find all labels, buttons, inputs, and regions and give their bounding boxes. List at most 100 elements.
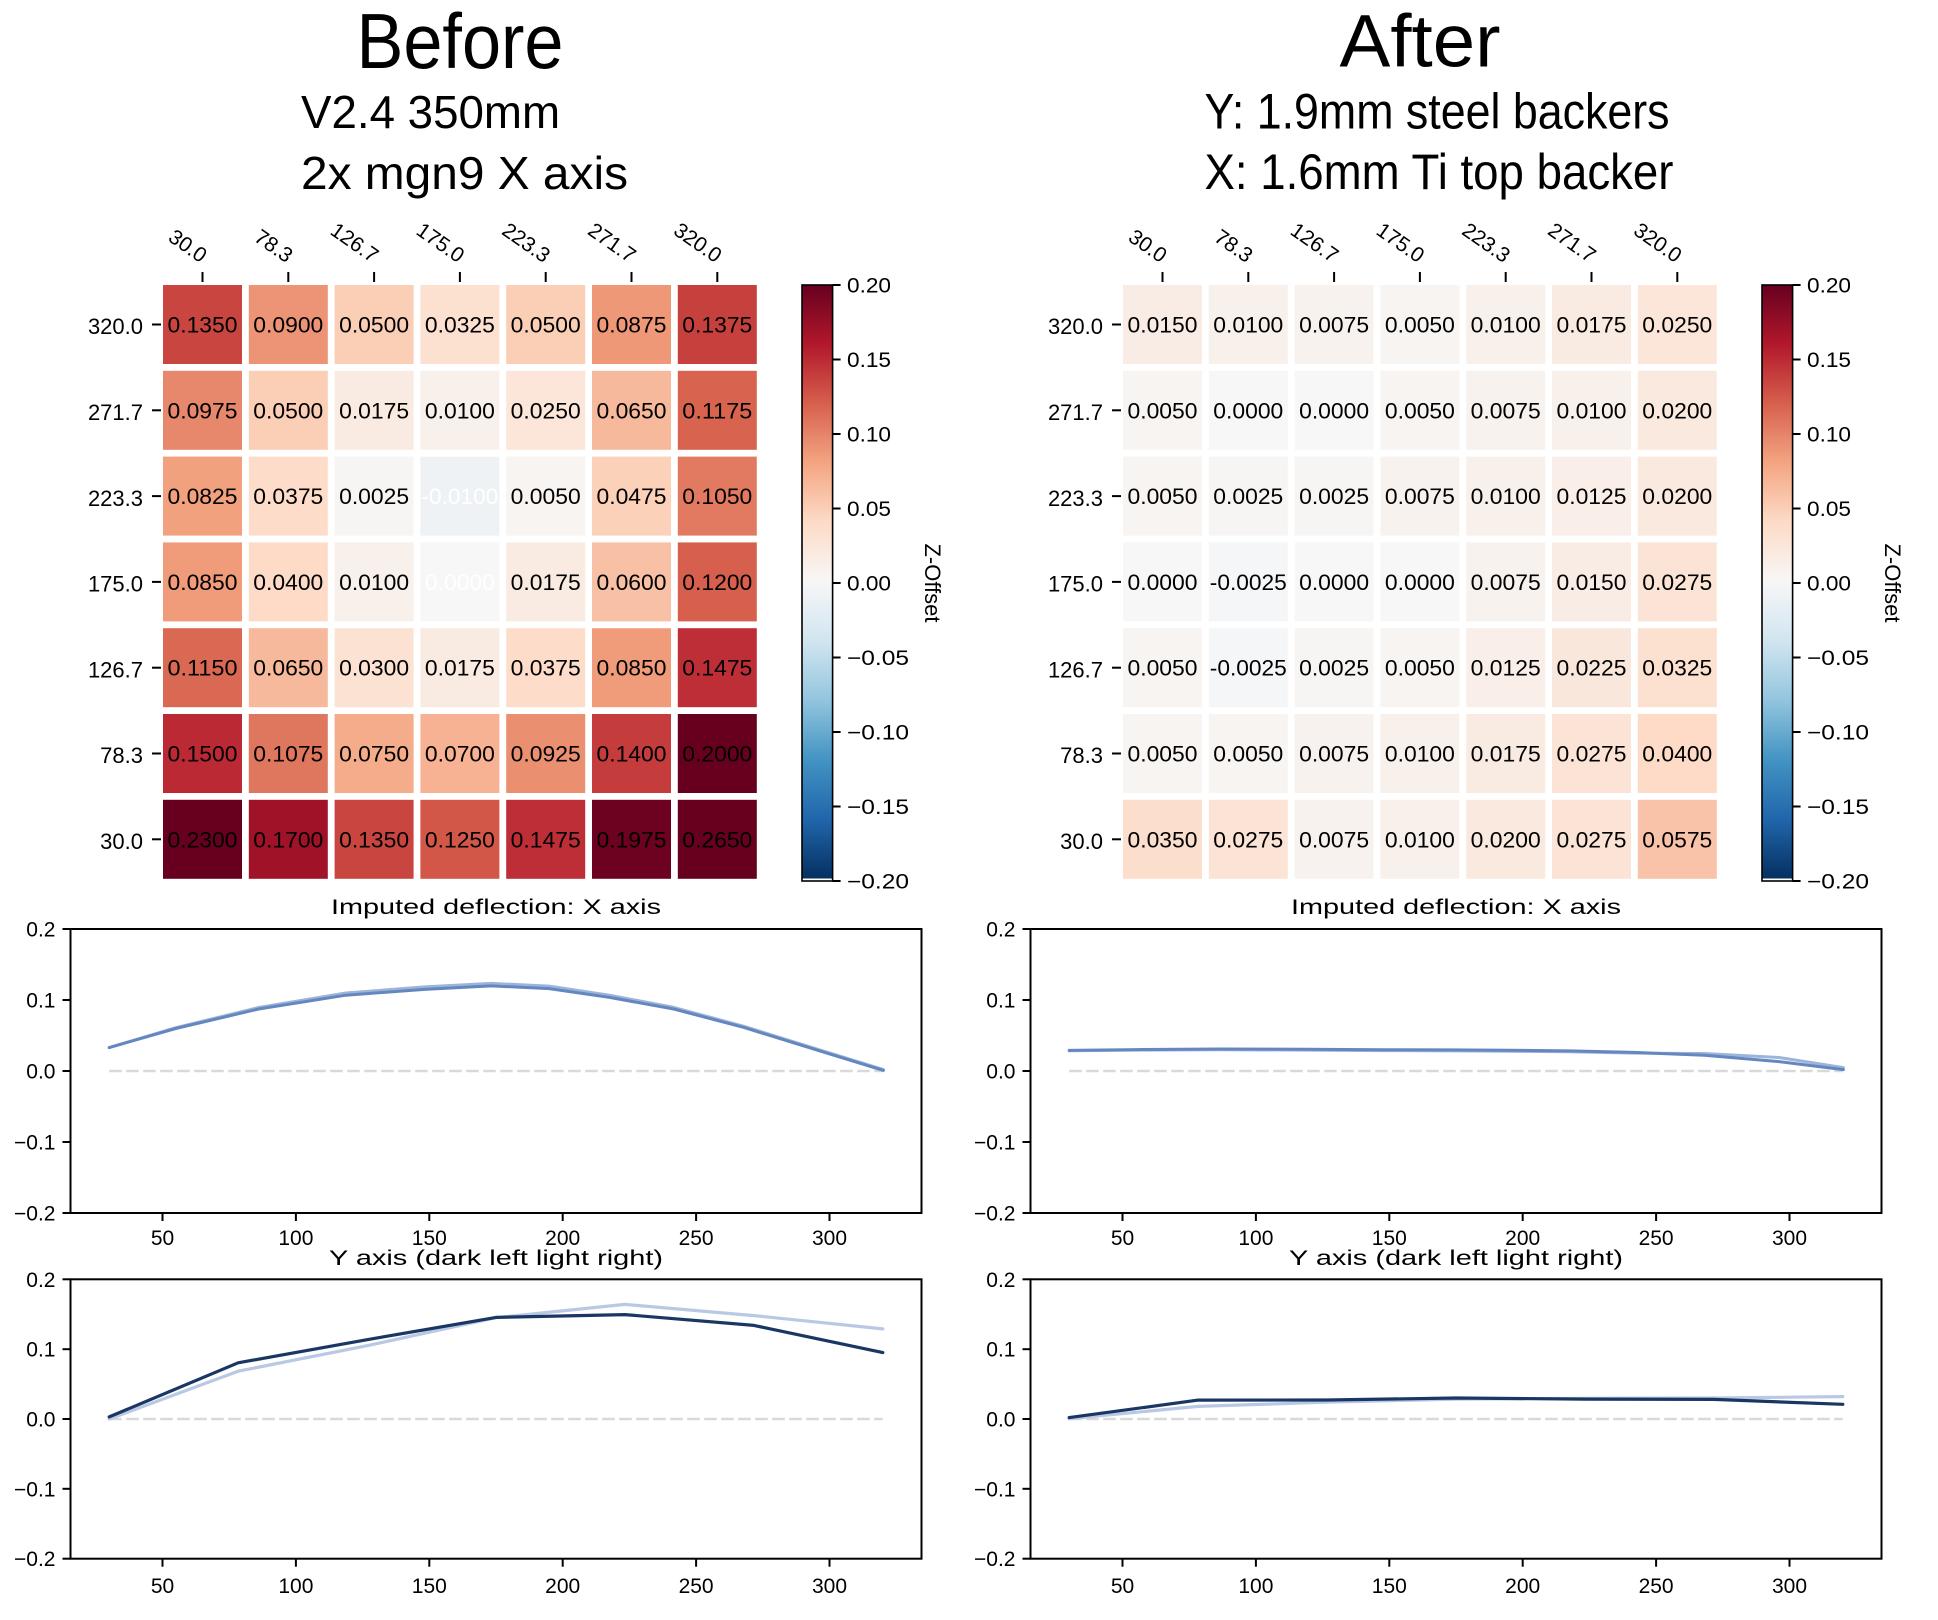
svg-text:0.0050: 0.0050: [1128, 398, 1198, 423]
svg-text:0.0600: 0.0600: [597, 570, 667, 595]
svg-text:0.0000: 0.0000: [1128, 570, 1198, 595]
svg-text:−0.20: −0.20: [1807, 871, 1869, 894]
svg-text:0.0075: 0.0075: [1385, 484, 1455, 509]
svg-text:−0.15: −0.15: [847, 796, 909, 819]
svg-text:0.0000: 0.0000: [1299, 570, 1369, 595]
svg-text:300: 300: [812, 1227, 847, 1250]
svg-text:0.0275: 0.0275: [1213, 827, 1283, 852]
svg-text:200: 200: [1505, 1227, 1540, 1250]
svg-text:0.0150: 0.0150: [1557, 570, 1627, 595]
svg-text:0.2: 0.2: [26, 1269, 55, 1292]
svg-text:200: 200: [545, 1227, 580, 1250]
svg-text:0.0: 0.0: [26, 1061, 55, 1084]
svg-text:0.0275: 0.0275: [1557, 742, 1627, 767]
svg-text:0.0700: 0.0700: [425, 742, 495, 767]
svg-text:0.1150: 0.1150: [168, 656, 238, 681]
svg-text:Before: Before: [357, 0, 564, 85]
svg-text:−0.10: −0.10: [1807, 722, 1869, 745]
svg-text:0.10: 0.10: [1807, 424, 1851, 447]
svg-text:0.0000: 0.0000: [1213, 398, 1283, 423]
svg-text:175.0: 175.0: [88, 572, 143, 597]
svg-text:250: 250: [1639, 1227, 1674, 1250]
svg-text:0.0650: 0.0650: [597, 398, 667, 423]
svg-text:150: 150: [412, 1575, 447, 1598]
svg-text:0.0050: 0.0050: [1213, 742, 1283, 767]
svg-text:Z-Offset: Z-Offset: [920, 543, 945, 622]
svg-text:0.0050: 0.0050: [1128, 742, 1198, 767]
svg-text:0.0125: 0.0125: [1557, 484, 1627, 509]
svg-text:0.0250: 0.0250: [511, 398, 581, 423]
svg-text:0.1: 0.1: [986, 1339, 1015, 1362]
svg-text:0.0050: 0.0050: [1128, 484, 1198, 509]
svg-text:0.0875: 0.0875: [597, 313, 667, 338]
svg-text:0.0325: 0.0325: [425, 313, 495, 338]
svg-text:0.0200: 0.0200: [1642, 398, 1712, 423]
svg-text:0.0175: 0.0175: [425, 656, 495, 681]
svg-text:0.20: 0.20: [847, 275, 891, 298]
svg-text:-0.0100: -0.0100: [421, 484, 498, 509]
svg-text:0.0400: 0.0400: [1642, 742, 1712, 767]
svg-text:50: 50: [151, 1575, 174, 1598]
svg-text:0.0300: 0.0300: [339, 656, 409, 681]
svg-text:0.05: 0.05: [847, 498, 891, 521]
svg-text:0.05: 0.05: [1807, 498, 1851, 521]
svg-text:0.2300: 0.2300: [168, 827, 238, 852]
svg-text:0.0275: 0.0275: [1642, 570, 1712, 595]
svg-text:0.0175: 0.0175: [1471, 742, 1541, 767]
svg-text:30.0: 30.0: [1060, 829, 1103, 854]
svg-text:30.0: 30.0: [100, 829, 143, 854]
svg-text:250: 250: [679, 1575, 714, 1598]
svg-text:−0.05: −0.05: [847, 647, 909, 670]
svg-text:0.0050: 0.0050: [1385, 398, 1455, 423]
svg-text:0.0500: 0.0500: [511, 313, 581, 338]
svg-text:0.0075: 0.0075: [1299, 827, 1369, 852]
svg-text:-0.0025: -0.0025: [1210, 656, 1287, 681]
svg-text:0.0100: 0.0100: [1213, 313, 1283, 338]
svg-text:0.0025: 0.0025: [1213, 484, 1283, 509]
svg-text:Y axis (dark left light right): Y axis (dark left light right): [1289, 1247, 1623, 1270]
svg-text:50: 50: [151, 1227, 174, 1250]
svg-text:0.0250: 0.0250: [1642, 313, 1712, 338]
svg-text:0.1050: 0.1050: [682, 484, 752, 509]
svg-text:0.20: 0.20: [1807, 275, 1851, 298]
svg-text:0.1500: 0.1500: [168, 742, 238, 767]
svg-text:271.7: 271.7: [88, 400, 143, 425]
svg-text:0.0925: 0.0925: [511, 742, 581, 767]
svg-text:0.0100: 0.0100: [425, 398, 495, 423]
svg-text:−0.20: −0.20: [847, 871, 909, 894]
svg-text:−0.1: −0.1: [974, 1132, 1015, 1155]
svg-text:0.0150: 0.0150: [1128, 313, 1198, 338]
svg-text:0.0975: 0.0975: [168, 398, 238, 423]
svg-text:Imputed deflection: X axis: Imputed deflection: X axis: [331, 895, 661, 919]
svg-text:−0.15: −0.15: [1807, 796, 1869, 819]
svg-text:0.1475: 0.1475: [682, 656, 752, 681]
svg-text:−0.2: −0.2: [974, 1203, 1015, 1226]
svg-text:V2.4 350mm: V2.4 350mm: [301, 86, 560, 138]
svg-text:300: 300: [1772, 1575, 1807, 1598]
svg-text:0.0125: 0.0125: [1471, 656, 1541, 681]
svg-text:300: 300: [812, 1575, 847, 1598]
svg-text:223.3: 223.3: [1048, 486, 1103, 511]
svg-text:0.0: 0.0: [26, 1409, 55, 1432]
svg-text:0.1250: 0.1250: [425, 827, 495, 852]
svg-text:0.0475: 0.0475: [597, 484, 667, 509]
svg-text:320.0: 320.0: [88, 314, 143, 339]
svg-text:150: 150: [1372, 1227, 1407, 1250]
svg-text:0.0575: 0.0575: [1642, 827, 1712, 852]
svg-text:−0.1: −0.1: [974, 1478, 1015, 1501]
svg-text:50: 50: [1111, 1575, 1134, 1598]
svg-text:0.0075: 0.0075: [1299, 742, 1369, 767]
svg-text:320.0: 320.0: [1048, 314, 1103, 339]
svg-text:0.1075: 0.1075: [253, 742, 323, 767]
svg-text:0.00: 0.00: [847, 573, 891, 596]
svg-text:250: 250: [679, 1227, 714, 1250]
svg-text:0.0175: 0.0175: [511, 570, 581, 595]
svg-text:0.0000: 0.0000: [425, 570, 495, 595]
svg-text:0.0900: 0.0900: [253, 313, 323, 338]
svg-text:0.0500: 0.0500: [339, 313, 409, 338]
svg-text:0.2: 0.2: [26, 919, 55, 942]
svg-text:0.0025: 0.0025: [339, 484, 409, 509]
svg-text:0.0400: 0.0400: [253, 570, 323, 595]
svg-text:150: 150: [1372, 1575, 1407, 1598]
svg-text:126.7: 126.7: [1048, 657, 1103, 682]
